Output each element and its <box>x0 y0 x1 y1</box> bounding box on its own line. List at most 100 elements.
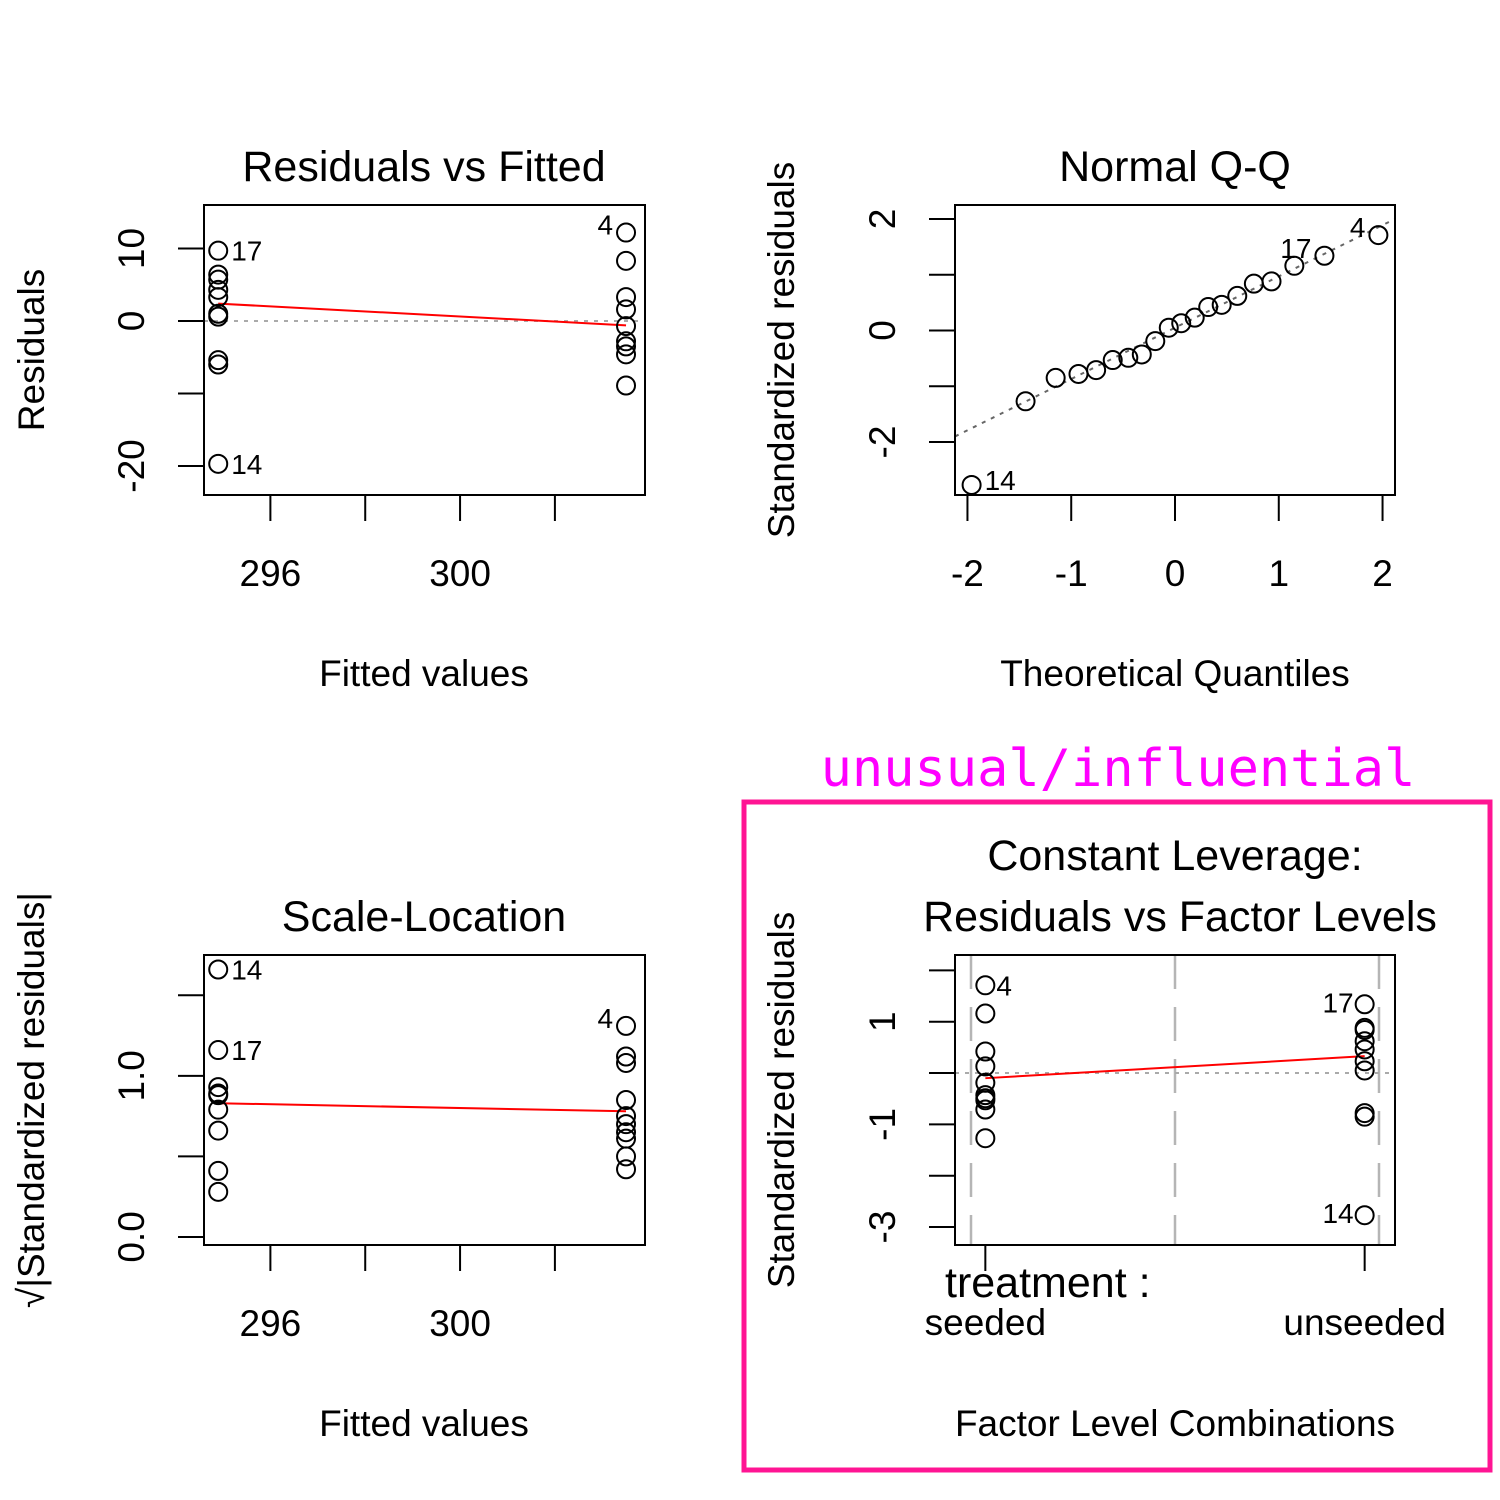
data-point <box>616 1114 637 1135</box>
point-label: 4 <box>597 1003 613 1034</box>
data-point <box>1284 255 1305 276</box>
data-point <box>208 264 229 285</box>
data-point <box>1158 317 1179 338</box>
data-point <box>975 1099 996 1120</box>
data-point <box>1368 225 1389 246</box>
smoother-line <box>985 1055 1365 1080</box>
data-point <box>1211 294 1232 315</box>
data-point <box>1354 1051 1375 1072</box>
y-tick-label: 1.0 <box>111 1050 152 1101</box>
y-tick-label: -1 <box>862 1108 903 1141</box>
data-point <box>975 1041 996 1062</box>
data-point <box>1171 313 1192 334</box>
data-point <box>208 1120 229 1141</box>
plot-frame <box>203 204 646 496</box>
data-point <box>208 453 229 474</box>
data-point <box>1198 297 1219 318</box>
y-tick-label: 2 <box>862 209 903 230</box>
point-label: 4 <box>1350 212 1366 243</box>
point-label: 4 <box>597 210 613 241</box>
data-point <box>616 1146 637 1167</box>
data-point <box>975 975 996 996</box>
point-label: 17 <box>231 236 262 267</box>
data-point <box>616 344 637 365</box>
panel-title-normal-qq: Normal Q-Q <box>1059 143 1291 191</box>
point-label: 14 <box>1322 1198 1353 1229</box>
data-point <box>616 316 637 337</box>
point-label: 14 <box>231 449 262 480</box>
y-tick-label: -2 <box>862 426 903 459</box>
y-axis-label-scale-location: √|Standardized residuals| <box>11 892 52 1308</box>
data-point <box>616 222 637 243</box>
y-tick-label: 10 <box>111 228 152 269</box>
data-point <box>1086 360 1107 381</box>
x-tick-label: 296 <box>240 553 302 594</box>
data-point <box>208 287 229 308</box>
y-tick-label: -20 <box>111 439 152 492</box>
data-point <box>975 1056 996 1077</box>
data-point <box>1131 344 1152 365</box>
data-point <box>616 331 637 352</box>
x-tick-label: 1 <box>1268 553 1289 594</box>
x-tick-label: 0 <box>1165 553 1186 594</box>
panel-title-scale-location: Scale-Location <box>282 893 566 941</box>
data-point <box>616 1159 637 1180</box>
point-label: 14 <box>985 465 1016 496</box>
factor-name-label: treatment : <box>945 1259 1151 1307</box>
data-point <box>1015 391 1036 412</box>
data-point <box>616 250 637 271</box>
data-point <box>1354 994 1375 1015</box>
data-point <box>1354 1060 1375 1081</box>
data-point <box>208 1085 229 1106</box>
data-point <box>616 336 637 357</box>
highlight-box <box>741 799 1493 1473</box>
panel-title-residuals-vs-fitted: Residuals vs Fitted <box>242 143 605 191</box>
panel-top-left: 296 300 -20 0 10 17 14 4 <box>111 204 646 594</box>
y-tick-label: -3 <box>862 1211 903 1244</box>
data-point <box>1102 350 1123 371</box>
panel-top-right: -2 -1 0 1 2 -2 0 2 14 17 4 <box>862 204 1396 594</box>
annotation-label: unusual/influential <box>821 739 1416 799</box>
data-point <box>208 1160 229 1181</box>
data-point <box>1184 307 1205 328</box>
x-tick-label: 2 <box>1372 553 1393 594</box>
data-point <box>1227 285 1248 306</box>
point-label: 14 <box>231 955 262 986</box>
panel-bottom-left: 296 300 0.0 1.0 14 17 4 <box>111 954 646 1344</box>
data-point <box>1314 245 1335 266</box>
x-tick-label: 296 <box>240 1303 302 1344</box>
data-point <box>1354 1031 1375 1052</box>
x-axis-label-scale-location: Fitted values <box>319 1403 529 1444</box>
data-point <box>616 1106 637 1127</box>
data-point <box>961 474 982 495</box>
plot-frame <box>203 954 646 1246</box>
y-tick-label: 0 <box>862 320 903 341</box>
data-point <box>208 959 229 980</box>
data-point <box>1045 367 1066 388</box>
smoother-line <box>218 302 627 327</box>
y-tick-label: 1 <box>862 1011 903 1032</box>
data-point <box>208 1099 229 1120</box>
data-point <box>616 1015 637 1036</box>
data-point <box>208 354 229 375</box>
data-point <box>208 306 229 327</box>
data-point <box>616 1052 637 1073</box>
data-point <box>975 1090 996 1111</box>
panel-title-constant-leverage-line2: Residuals vs Factor Levels <box>923 893 1437 941</box>
data-point <box>616 287 637 308</box>
x-axis-label-constant-leverage: Factor Level Combinations <box>955 1403 1395 1444</box>
data-point <box>208 1040 229 1061</box>
factor-level-label: unseeded <box>1283 1302 1446 1343</box>
data-point <box>208 279 229 300</box>
y-axis-label-constant-leverage: Standardized residuals <box>761 912 802 1288</box>
data-point <box>1354 1106 1375 1127</box>
point-label: 17 <box>1280 233 1311 264</box>
data-point <box>1118 347 1139 368</box>
x-tick-label: -2 <box>951 553 984 594</box>
point-label: 4 <box>996 970 1012 1001</box>
qq-reference-line <box>954 218 1396 438</box>
data-point <box>616 375 637 396</box>
data-point <box>975 1003 996 1024</box>
